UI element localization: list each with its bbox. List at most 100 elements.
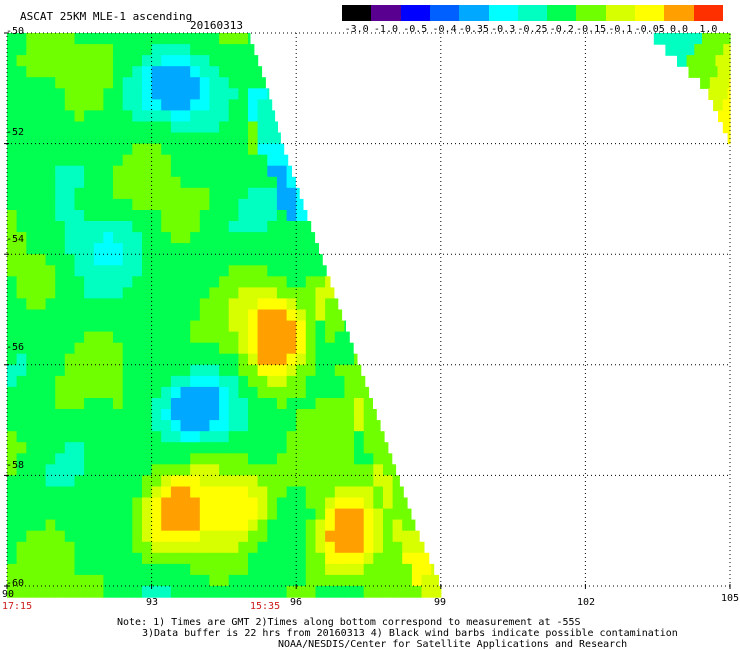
swath-cell [16, 331, 27, 344]
swath-cell [325, 563, 336, 576]
swath-cell [248, 386, 259, 399]
swath-cell [334, 320, 345, 333]
swath-cell [7, 309, 18, 322]
swath-cell [209, 176, 220, 189]
swath-cell [161, 176, 172, 189]
swath-cell [431, 563, 435, 576]
swath-cell [93, 88, 104, 100]
swath-cell [170, 541, 182, 554]
swath-cell [26, 508, 37, 521]
swath-cell [238, 409, 249, 421]
swath-cell [35, 55, 47, 67]
swath-cell [421, 563, 432, 576]
swath-cell [267, 508, 278, 521]
swath-cell [142, 265, 153, 277]
swath-cell [190, 99, 201, 112]
swath-cell [55, 99, 66, 112]
swath-cell [103, 232, 114, 244]
swath-cell [113, 552, 124, 565]
swath-cell [267, 375, 278, 388]
swath-cell [199, 475, 210, 488]
swath-cell [45, 298, 56, 311]
swath-cell [93, 33, 104, 45]
swath-cell [35, 508, 47, 521]
swath-cell [45, 198, 56, 211]
swath-cell [64, 497, 75, 510]
swath-cell [132, 287, 143, 300]
swath-cell [305, 464, 316, 476]
swath-cell [228, 143, 239, 156]
swath-cell [7, 165, 18, 178]
swath-cell [113, 33, 124, 45]
swath-cell [296, 187, 300, 200]
swath-cell [421, 574, 432, 587]
swath-cell [170, 486, 182, 499]
swath-cell [26, 165, 37, 178]
swath-cell [45, 110, 56, 123]
swath-cell [142, 342, 153, 355]
swath-cell [55, 165, 66, 178]
swath-cell [296, 586, 307, 598]
swath-cell [363, 563, 374, 576]
swath-cell [16, 464, 27, 476]
swath-cell [161, 519, 172, 532]
swath-cell [354, 398, 365, 410]
swath-cell [35, 431, 47, 443]
swath-cell [238, 210, 249, 222]
swath-cell [190, 420, 201, 432]
swath-cell [286, 154, 289, 167]
swath-cell [219, 165, 230, 178]
swath-cell [7, 398, 18, 410]
swath-cell [238, 110, 249, 123]
swath-cell [55, 243, 66, 255]
swath-cell [7, 198, 18, 211]
swath-cell [103, 386, 114, 399]
swath-cell [276, 508, 288, 521]
swath-cell [93, 475, 104, 488]
swath-cell [209, 44, 220, 56]
swath-cell [199, 453, 210, 465]
swath-cell [209, 398, 220, 410]
swath-cell [219, 33, 230, 45]
swath-cell [64, 66, 75, 78]
swath-cell [161, 132, 172, 145]
swath-cell [64, 265, 75, 277]
swath-cell [142, 143, 153, 156]
swath-cell [55, 210, 66, 222]
color-scale-swatch [664, 5, 695, 21]
swath-cell [132, 88, 143, 100]
lat-label-50: -50 [6, 26, 25, 37]
swath-cell [103, 320, 114, 333]
swath-cell [170, 243, 182, 255]
swath-cell [257, 66, 263, 78]
swath-cell [151, 254, 162, 266]
swath-cell [315, 342, 326, 355]
swath-cell [74, 574, 85, 587]
swath-cell [383, 508, 394, 521]
swath-cell [151, 88, 162, 100]
swath-cell [170, 375, 182, 388]
swath-cell [16, 586, 27, 598]
swath-cell [257, 309, 268, 322]
swath-cell [727, 88, 731, 100]
swath-cell [103, 99, 114, 112]
color-scale-swatch [371, 5, 402, 21]
swath-cell [55, 254, 66, 266]
swath-cell [411, 586, 423, 598]
swath-cell [238, 309, 249, 322]
swath-cell [248, 486, 259, 499]
swath-cell [286, 497, 297, 510]
swath-cell [363, 541, 374, 554]
swath-cell [122, 210, 133, 222]
swath-cell [7, 530, 18, 543]
lat-label-56: -56 [6, 342, 25, 353]
swath-cell [180, 254, 191, 266]
swath-cell [132, 375, 143, 388]
swath-cell [296, 464, 307, 476]
swath-cell [64, 519, 75, 532]
swath-cell [180, 497, 191, 510]
swath-cell [727, 132, 731, 145]
swath-cell [35, 243, 47, 255]
swath-cell [93, 586, 104, 598]
swath-cell [35, 198, 47, 211]
